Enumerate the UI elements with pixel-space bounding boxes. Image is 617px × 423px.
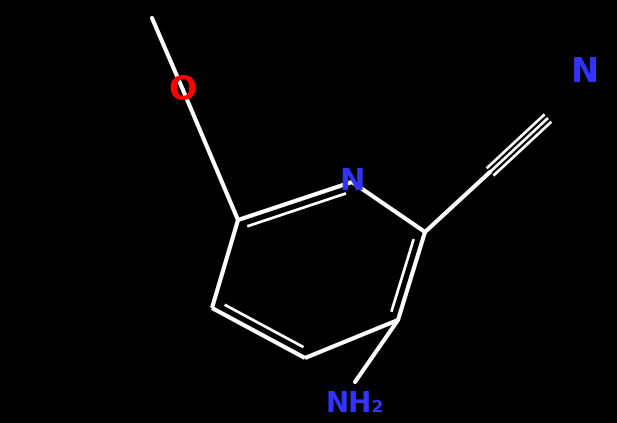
Text: O: O <box>169 74 197 107</box>
Text: N: N <box>571 55 599 88</box>
Text: N: N <box>339 168 365 197</box>
Text: NH₂: NH₂ <box>326 390 384 418</box>
